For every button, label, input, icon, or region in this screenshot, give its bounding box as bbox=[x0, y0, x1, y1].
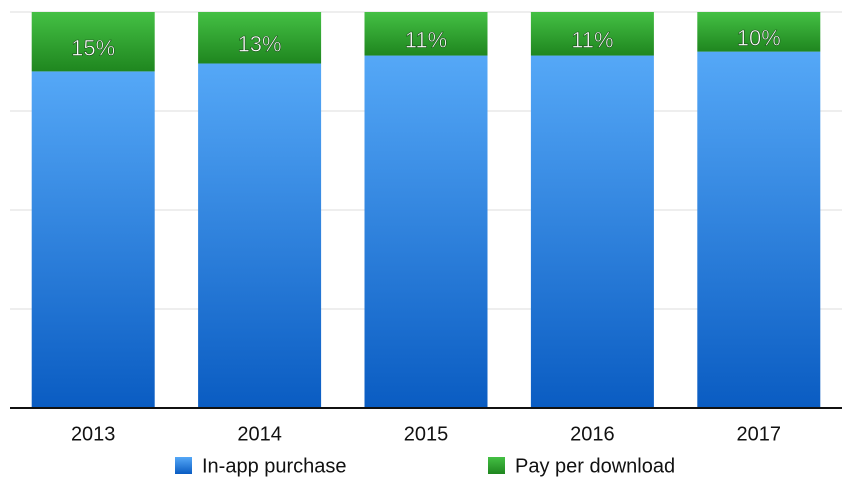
x-tick-label: 2013 bbox=[71, 423, 116, 445]
legend-swatch bbox=[488, 457, 505, 474]
bar-segment bbox=[697, 51, 821, 408]
x-tick-label: 2017 bbox=[737, 423, 782, 445]
data-label: 11% bbox=[571, 28, 613, 53]
legend-label: In-app purchase bbox=[202, 455, 347, 477]
bar-segment bbox=[530, 55, 654, 409]
bar-segment bbox=[364, 55, 488, 409]
x-tick-label: 2014 bbox=[237, 423, 282, 445]
data-label: 13% bbox=[238, 32, 282, 57]
bar-segment bbox=[697, 12, 821, 52]
legend-swatch bbox=[175, 457, 192, 474]
data-label: 11% bbox=[405, 28, 447, 53]
data-label: 10% bbox=[737, 26, 781, 51]
x-tick-label: 2015 bbox=[404, 423, 449, 445]
bar-segment bbox=[364, 12, 488, 56]
x-tick-label: 2016 bbox=[570, 423, 615, 445]
legend-label: Pay per download bbox=[515, 455, 675, 477]
bar-segment bbox=[31, 71, 155, 409]
bar-segment bbox=[530, 12, 654, 56]
bar-segment bbox=[198, 63, 322, 408]
bar-segment bbox=[198, 12, 322, 64]
bar-segment bbox=[31, 12, 155, 72]
data-label: 15% bbox=[71, 36, 115, 61]
